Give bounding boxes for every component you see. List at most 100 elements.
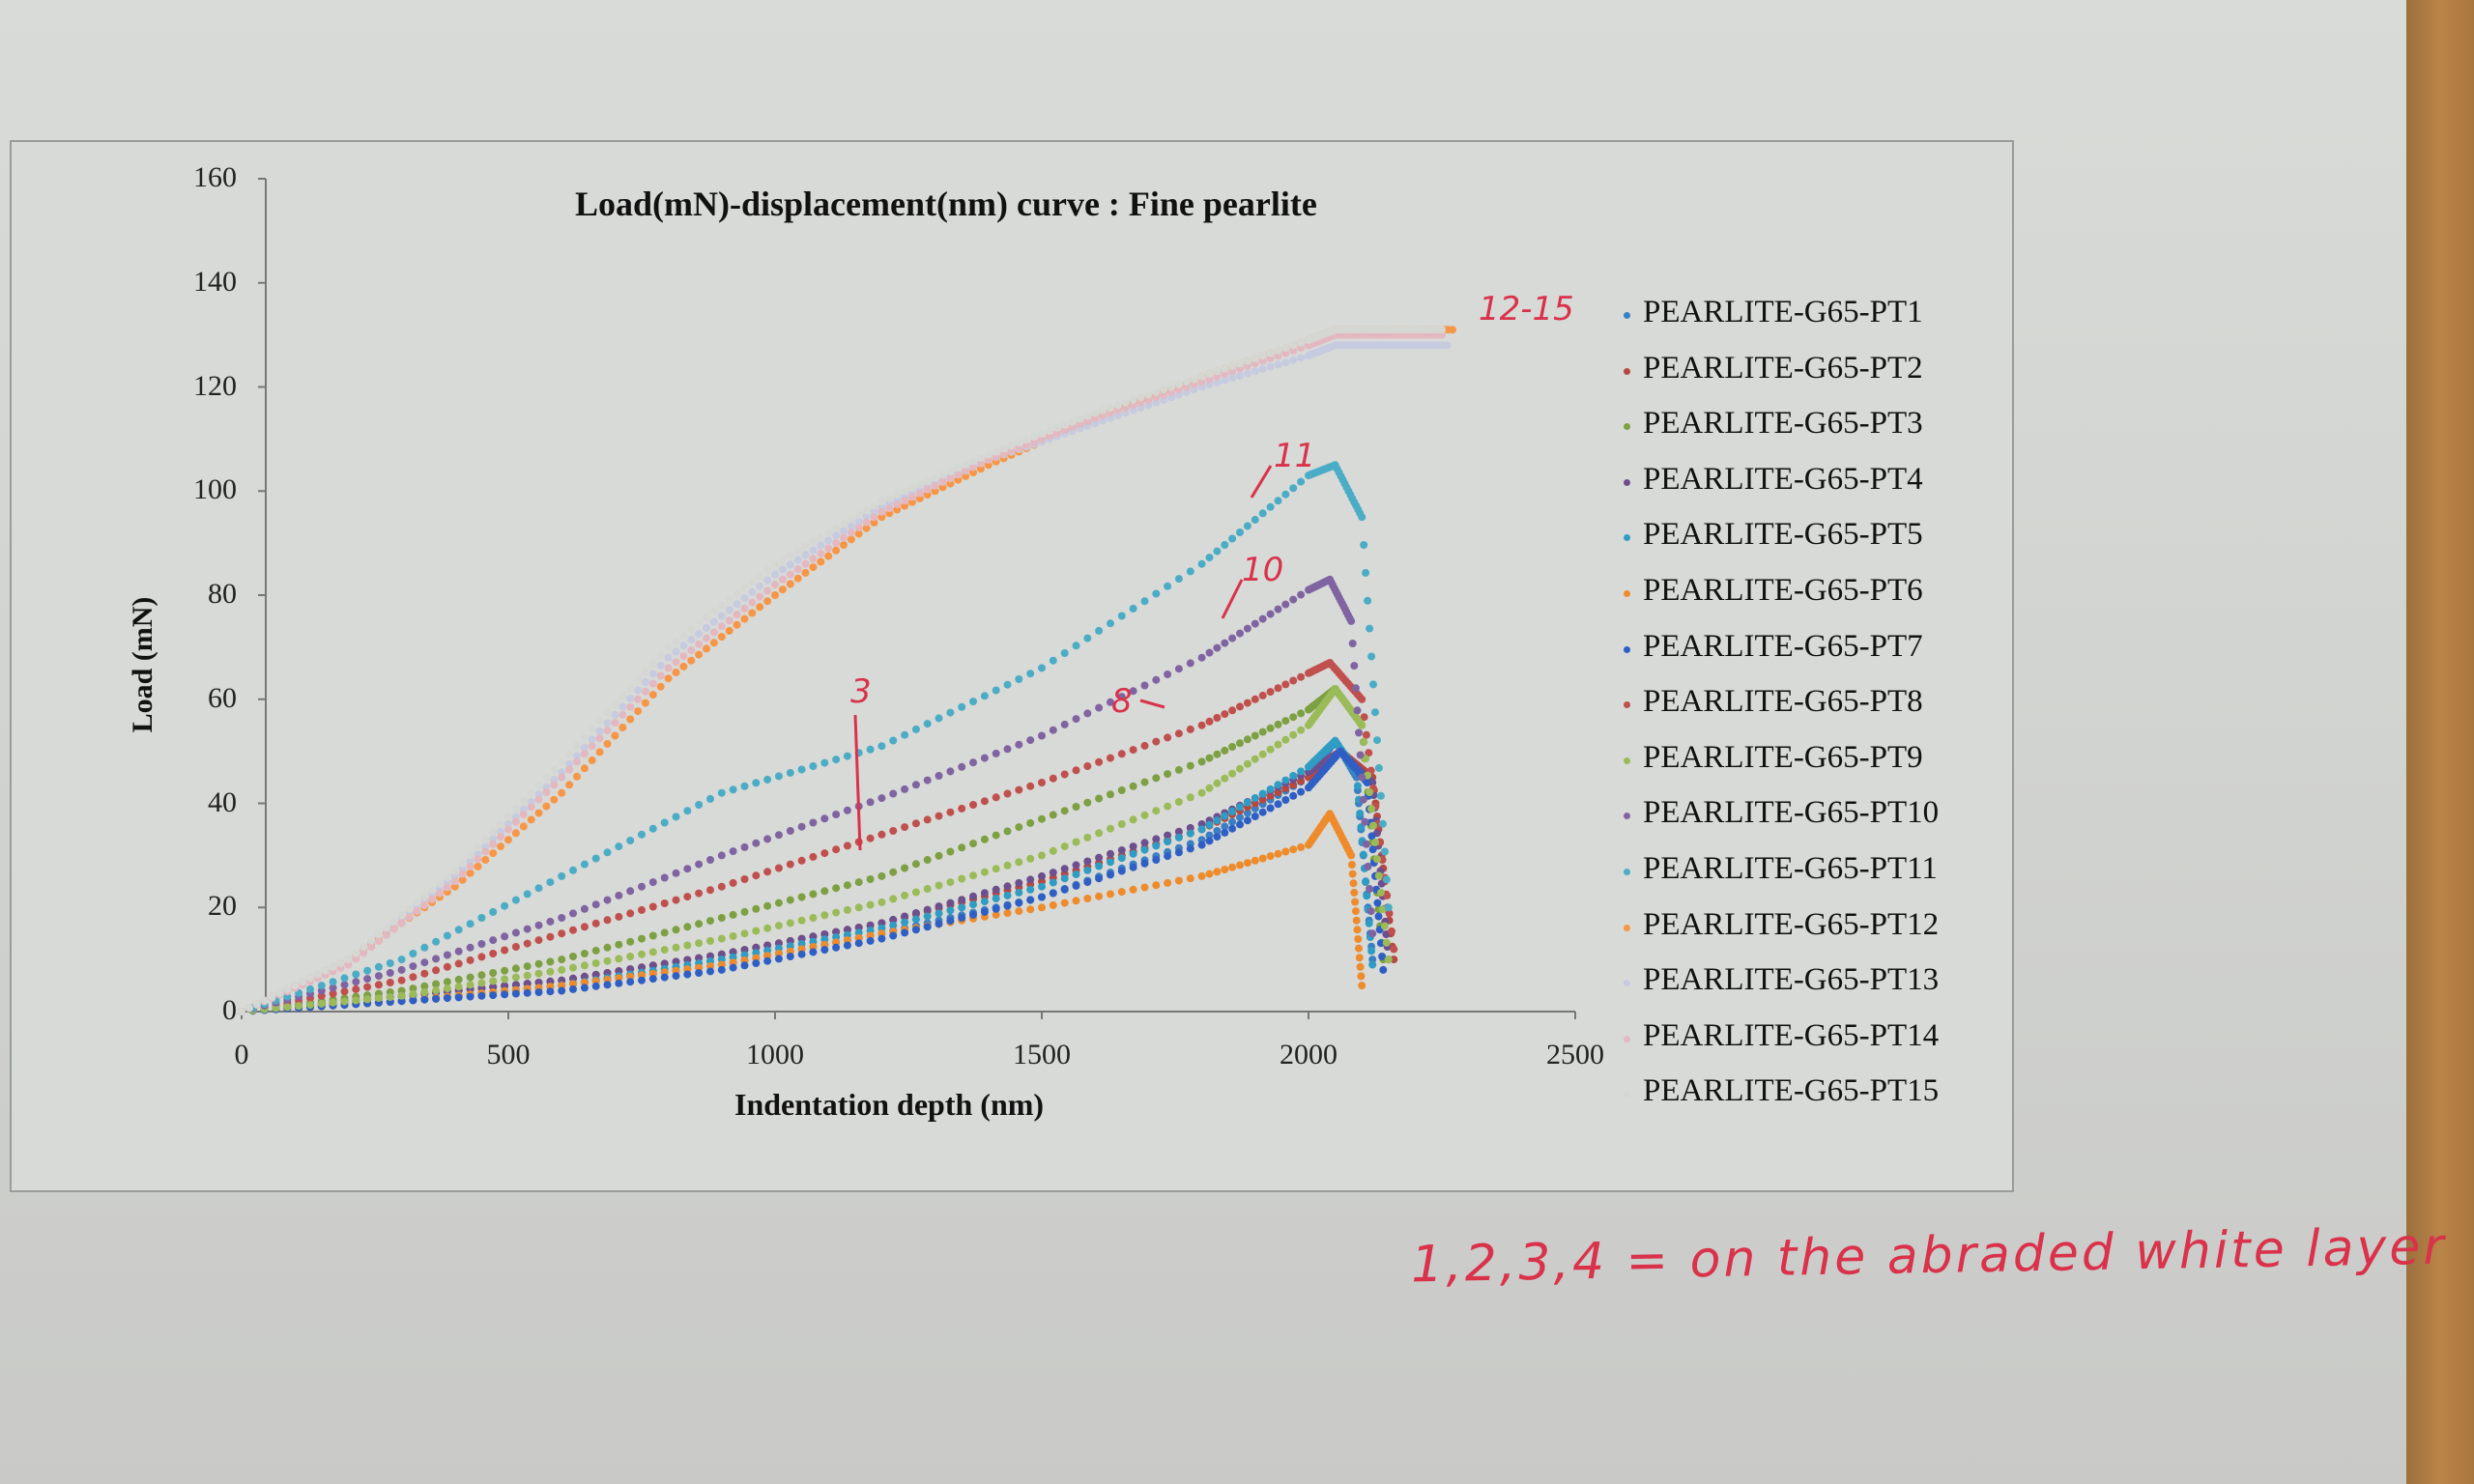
- data-point: [820, 814, 829, 823]
- data-point: [1373, 736, 1381, 745]
- data-point: [946, 847, 955, 856]
- data-point: [729, 931, 737, 940]
- x-tick-label: 2500: [1546, 1039, 1604, 1070]
- data-point: [1117, 612, 1126, 620]
- data-point: [1367, 652, 1376, 661]
- data-point: [1289, 791, 1298, 800]
- data-point: [1366, 907, 1375, 916]
- data-point: [763, 924, 772, 932]
- data-point: [1164, 671, 1172, 678]
- legend-marker: [1624, 590, 1630, 597]
- data-point: [603, 896, 612, 904]
- data-point: [1140, 811, 1149, 819]
- data-point: [443, 883, 451, 892]
- data-point: [648, 691, 657, 699]
- data-point: [1015, 888, 1023, 897]
- data-point: [664, 653, 673, 662]
- data-point: [946, 906, 955, 915]
- data-point: [454, 959, 463, 968]
- data-point: [1266, 349, 1275, 357]
- data-point: [717, 788, 726, 797]
- data-point: [1390, 945, 1398, 954]
- data-point: [717, 633, 726, 642]
- data-point: [573, 772, 581, 781]
- data-point: [409, 985, 417, 993]
- data-point: [397, 911, 406, 920]
- data-point: [1236, 372, 1244, 380]
- data-point: [969, 892, 977, 900]
- data-point: [1152, 675, 1161, 684]
- data-point: [809, 852, 818, 861]
- data-point: [1281, 776, 1290, 785]
- data-point: [1164, 770, 1172, 779]
- data-point: [1379, 965, 1388, 974]
- data-point: [656, 671, 665, 680]
- annotation-10: 10: [1242, 551, 1284, 589]
- data-point: [923, 885, 932, 893]
- data-point: [352, 949, 360, 957]
- data-point: [687, 636, 696, 644]
- data-point: [1369, 821, 1377, 830]
- data-point: [1281, 344, 1290, 353]
- data-point: [774, 955, 783, 963]
- data-point: [283, 1003, 292, 1012]
- data-point: [1228, 634, 1237, 642]
- data-point: [611, 700, 619, 709]
- data-point: [915, 489, 924, 498]
- data-point: [958, 896, 966, 904]
- data-point: [1289, 730, 1298, 739]
- data-point: [1095, 829, 1104, 838]
- data-point: [1197, 653, 1206, 662]
- data-point: [443, 931, 451, 940]
- legend-marker: [1624, 645, 1630, 653]
- data-point: [1366, 788, 1374, 796]
- y-tick-label: 160: [193, 161, 237, 193]
- data-point: [580, 984, 589, 992]
- data-point: [1368, 779, 1377, 786]
- legend-marker: [1624, 701, 1630, 709]
- data-point: [1351, 898, 1360, 906]
- data-point: [1449, 326, 1456, 334]
- data-point: [501, 990, 509, 999]
- data-point: [523, 962, 532, 971]
- data-point: [1015, 823, 1023, 832]
- data-point: [595, 734, 604, 743]
- data-point: [1251, 695, 1259, 703]
- data-point: [679, 631, 688, 640]
- data-point: [683, 970, 692, 979]
- data-point: [832, 908, 841, 917]
- data-point: [725, 616, 734, 625]
- data-point: [1289, 772, 1298, 780]
- data-point: [321, 966, 330, 975]
- data-point: [1243, 699, 1251, 707]
- data-point: [1243, 522, 1251, 530]
- data-point: [1038, 731, 1046, 740]
- data-point: [969, 910, 977, 919]
- data-point: [1360, 738, 1368, 746]
- data-point: [958, 843, 966, 852]
- data-point: [820, 911, 829, 920]
- data-point: [1236, 359, 1244, 368]
- data-point: [1068, 417, 1077, 426]
- data-point: [1297, 338, 1306, 347]
- data-point: [595, 727, 604, 735]
- data-point: [763, 835, 772, 843]
- data-point: [489, 936, 498, 945]
- data-point: [717, 851, 726, 860]
- data-point: [1236, 803, 1244, 812]
- data-point: [763, 775, 772, 784]
- data-point: [481, 856, 490, 864]
- data-point: [923, 905, 932, 914]
- data-point: [1366, 885, 1374, 893]
- data-point: [432, 955, 441, 963]
- data-point: [756, 582, 764, 590]
- data-point: [1076, 414, 1084, 423]
- data-point: [752, 959, 761, 967]
- data-point: [432, 937, 441, 946]
- data-point: [1140, 883, 1149, 892]
- data-point: [1003, 789, 1012, 798]
- legend-label: PEARLITE-G65-PT12: [1643, 906, 1940, 942]
- data-point: [534, 936, 543, 945]
- data-point: [626, 837, 635, 844]
- data-point: [534, 781, 543, 789]
